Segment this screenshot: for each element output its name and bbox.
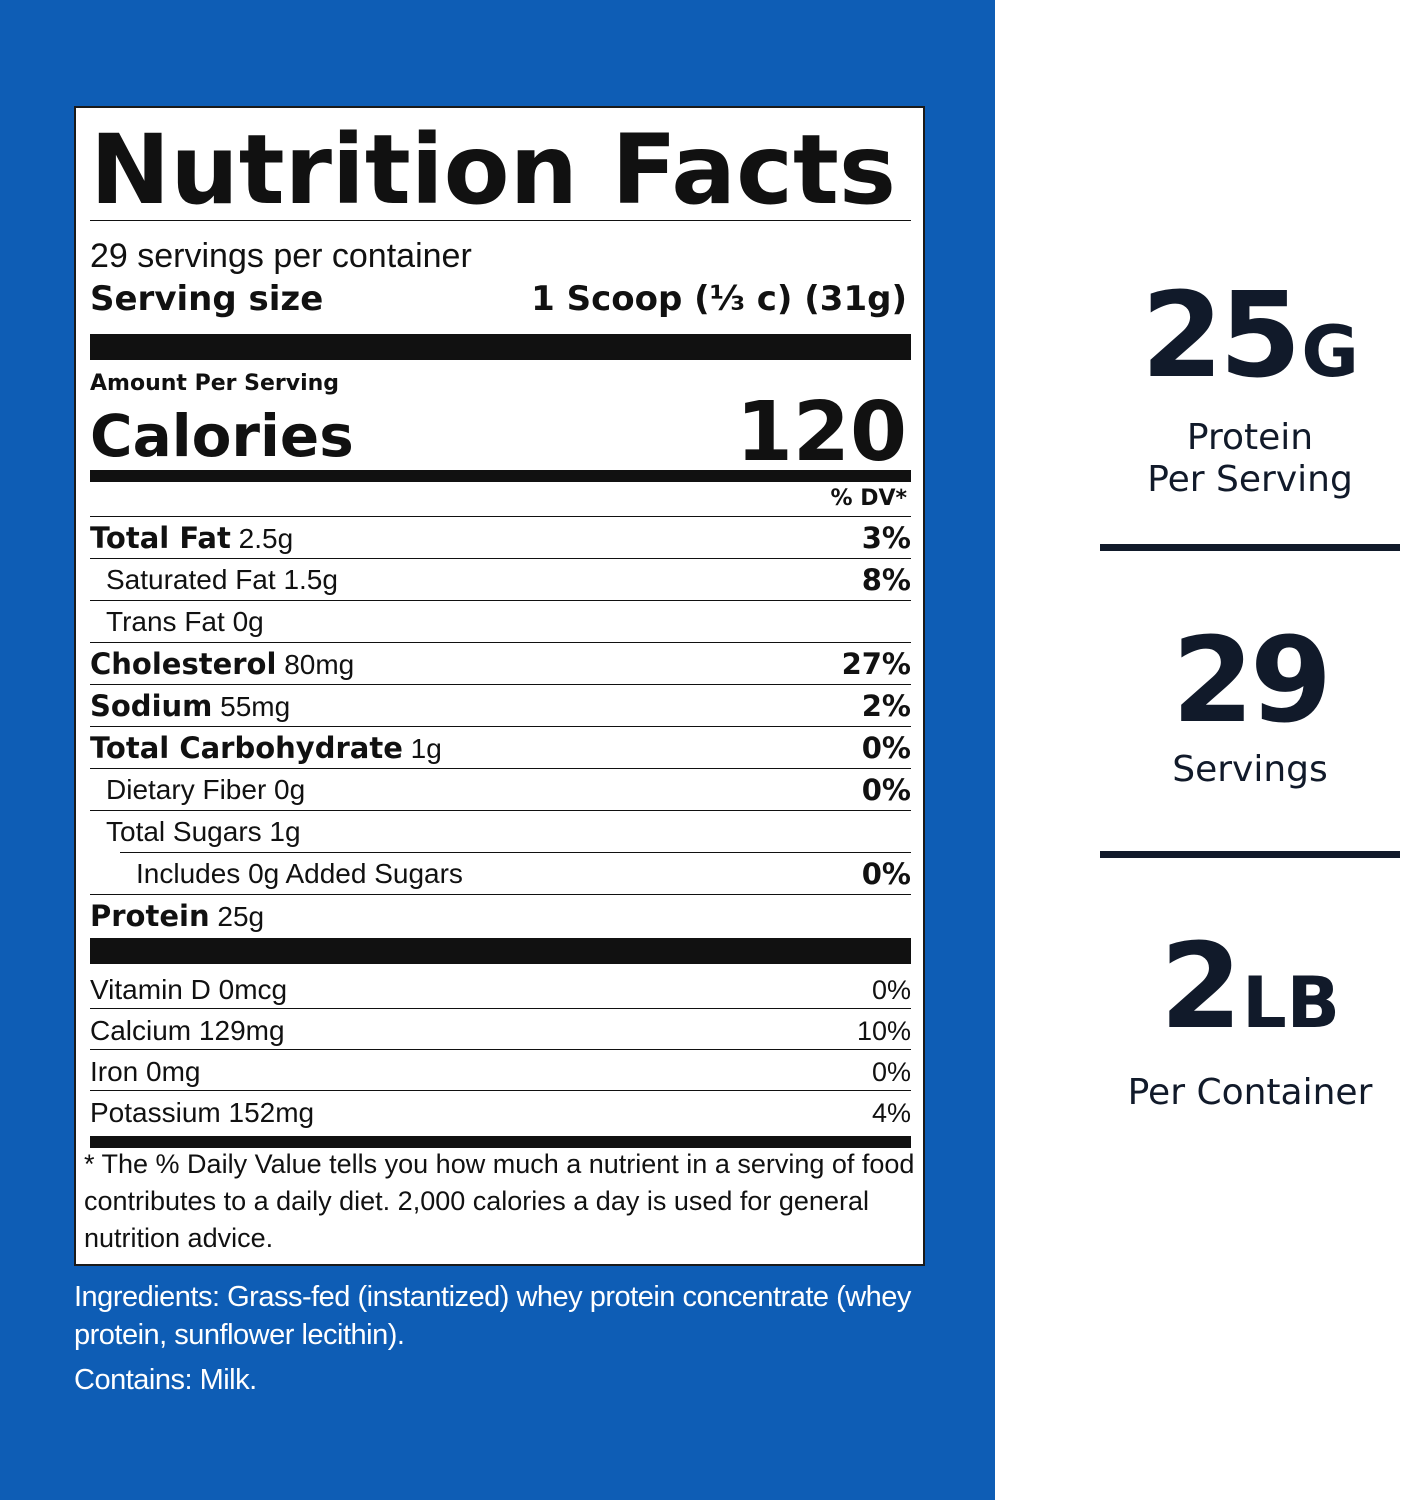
divider (90, 642, 911, 643)
nutrient-amount: 0g (232, 606, 264, 637)
nutrient-name: Sodium (90, 689, 213, 723)
vitamin-row-iron: Iron 0mg 0% (90, 1051, 911, 1091)
nutrient-row-dietary-fiber: Dietary Fiber 0g 0% (90, 769, 911, 809)
vitamin-name: Potassium (90, 1097, 221, 1128)
vitamin-dv: 4% (871, 1098, 911, 1128)
serving-size-value: 1 Scoop (⅓ c) (31g) (531, 279, 907, 319)
nutrient-dv: 3% (861, 521, 911, 555)
stat-value: 2 (1159, 917, 1242, 1055)
nutrient-dv: 0% (861, 857, 911, 891)
serving-size-label: Serving size (90, 279, 324, 319)
divider (90, 1090, 911, 1091)
nutrient-name: Includes 0g Added Sugars (136, 858, 463, 889)
divider (90, 726, 911, 727)
stat-separator (1100, 544, 1400, 551)
nutrient-dv: 8% (861, 563, 911, 597)
nutrient-row-sodium: Sodium 55mg 2% (90, 685, 911, 725)
nutrient-dv: 0% (861, 773, 911, 807)
vitamin-dv: 0% (871, 1057, 911, 1087)
vitamin-name: Calcium (90, 1015, 192, 1046)
vitamin-name: Vitamin D (90, 974, 211, 1005)
stat-value: 25 (1141, 266, 1301, 404)
divider (90, 684, 911, 685)
nutrition-facts-label: Nutrition Facts 29 servings per containe… (74, 106, 925, 1266)
dv-header: % DV* (830, 486, 908, 511)
nutrient-name: Trans Fat (106, 606, 225, 637)
nutrient-amount: 2.5g (238, 523, 294, 554)
vitamin-row-vitamin-d: Vitamin D 0mcg 0% (90, 969, 911, 1009)
allergen-text: Contains: Milk. (74, 1364, 257, 1396)
nutrient-name: Saturated Fat (106, 564, 276, 595)
divider (120, 852, 911, 853)
stat-caption: Servings (1172, 749, 1328, 790)
medium-divider (90, 470, 911, 482)
nutrient-name: Cholesterol (90, 647, 277, 681)
stat-servings: 29 Servings (1100, 615, 1400, 791)
servings-per-container: 29 servings per container (90, 237, 472, 275)
divider (90, 220, 911, 221)
nutrient-name: Total Fat (90, 521, 231, 555)
vitamin-dv: 10% (856, 1016, 911, 1046)
stat-unit: LB (1242, 962, 1341, 1044)
divider (90, 1008, 911, 1009)
divider (90, 768, 911, 769)
nutrient-name: Total Carbohydrate (90, 731, 403, 765)
nutrient-row-protein: Protein 25g (90, 895, 911, 935)
label-title: Nutrition Facts (90, 114, 897, 226)
vitamin-amount: 129mg (198, 1015, 285, 1046)
vitamin-row-potassium: Potassium 152mg 4% (90, 1092, 911, 1132)
thick-divider (90, 334, 911, 360)
vitamin-amount: 0mcg (218, 974, 288, 1005)
stat-caption: Protein (1186, 417, 1314, 458)
nutrient-amount: 80mg (284, 649, 355, 680)
nutrient-amount: 55mg (220, 691, 291, 722)
dv-footnote: * The % Daily Value tells you how much a… (84, 1149, 915, 1253)
vitamin-name: Iron (90, 1056, 139, 1087)
nutrient-amount: 1.5g (283, 564, 338, 595)
thick-divider (90, 938, 911, 964)
vitamin-dv: 0% (871, 975, 911, 1005)
divider (90, 600, 911, 601)
vitamin-row-calcium: Calcium 129mg 10% (90, 1010, 911, 1050)
stat-unit: G (1301, 311, 1359, 393)
calories-label: Calories (90, 402, 354, 470)
divider (90, 810, 911, 811)
nutrient-name: Total Sugars (106, 816, 262, 847)
nutrient-amount: 1g (410, 733, 442, 764)
stat-separator (1100, 851, 1400, 858)
nutrient-row-cholesterol: Cholesterol 80mg 27% (90, 643, 911, 683)
nutrient-name: Dietary Fiber (106, 774, 267, 805)
nutrient-row-total-sugars: Total Sugars 1g (90, 811, 911, 851)
stat-caption: Per Container (1127, 1072, 1373, 1113)
medium-divider (90, 1136, 911, 1148)
divider (90, 1049, 911, 1050)
stat-value: 29 (1171, 611, 1332, 749)
nutrient-dv: 27% (841, 647, 911, 681)
nutrient-dv: 2% (861, 689, 911, 723)
vitamin-amount: 152mg (228, 1097, 315, 1128)
nutrient-row-saturated-fat: Saturated Fat 1.5g 8% (90, 559, 911, 599)
calories-value: 120 (735, 385, 907, 480)
nutrient-name: Protein (90, 899, 210, 933)
nutrient-row-total-carbohydrate: Total Carbohydrate 1g 0% (90, 727, 911, 767)
nutrient-row-total-fat: Total Fat 2.5g 3% (90, 517, 911, 557)
divider (90, 894, 911, 895)
divider (90, 516, 911, 517)
stat-caption: Per Serving (1147, 459, 1353, 500)
divider (90, 558, 911, 559)
amount-per-serving: Amount Per Serving (90, 371, 340, 396)
nutrient-dv: 0% (861, 731, 911, 765)
nutrient-amount: 25g (217, 901, 265, 932)
vitamin-amount: 0mg (146, 1056, 201, 1087)
stat-protein: 25G Protein Per Serving (1100, 270, 1400, 501)
stat-container-weight: 2LB Per Container (1100, 921, 1400, 1114)
nutrient-amount: 0g (274, 774, 306, 805)
nutrient-amount: 1g (269, 816, 301, 847)
nutrient-row-added-sugars: Includes 0g Added Sugars 0% (90, 853, 911, 893)
nutrient-row-trans-fat: Trans Fat 0g (90, 601, 911, 641)
ingredients-text: Ingredients: Grass-fed (instantized) whe… (74, 1281, 911, 1351)
